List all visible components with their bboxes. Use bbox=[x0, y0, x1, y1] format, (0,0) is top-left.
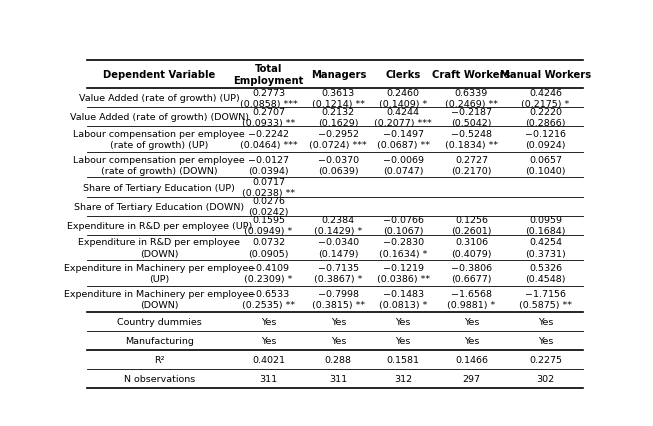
Text: 0.5326
(0.4548): 0.5326 (0.4548) bbox=[525, 264, 566, 284]
Text: 312: 312 bbox=[394, 374, 412, 383]
Text: −0.1216
(0.0924): −0.1216 (0.0924) bbox=[525, 130, 566, 150]
Text: 0.4246
(0.2175) *: 0.4246 (0.2175) * bbox=[522, 88, 569, 108]
Text: 0.0959
(0.1684): 0.0959 (0.1684) bbox=[525, 216, 566, 236]
Text: −0.6533
(0.2535) **: −0.6533 (0.2535) ** bbox=[242, 289, 295, 309]
Text: Total
Employment: Total Employment bbox=[233, 64, 304, 86]
Text: Value Added (rate of growth) (UP): Value Added (rate of growth) (UP) bbox=[79, 94, 240, 103]
Text: 0.2460
(0.1409) *: 0.2460 (0.1409) * bbox=[379, 88, 427, 108]
Text: 311: 311 bbox=[259, 374, 278, 383]
Text: Yes: Yes bbox=[261, 317, 276, 326]
Text: Expenditure in R&D per employee
(DOWN): Expenditure in R&D per employee (DOWN) bbox=[78, 238, 240, 258]
Text: 0.1581: 0.1581 bbox=[387, 355, 420, 364]
Text: −0.2242
(0.0464) ***: −0.2242 (0.0464) *** bbox=[240, 130, 297, 150]
Text: −0.1219
(0.0386) **: −0.1219 (0.0386) ** bbox=[377, 264, 430, 284]
Text: 0.4244
(0.2077) ***: 0.4244 (0.2077) *** bbox=[374, 107, 432, 127]
Text: −0.0340
(0.1479): −0.0340 (0.1479) bbox=[318, 238, 359, 258]
Text: 0.4254
(0.3731): 0.4254 (0.3731) bbox=[525, 238, 566, 258]
Text: 0.1466: 0.1466 bbox=[455, 355, 488, 364]
Text: 0.2384
(0.1429) *: 0.2384 (0.1429) * bbox=[314, 216, 362, 236]
Text: −0.2952
(0.0724) ***: −0.2952 (0.0724) *** bbox=[310, 130, 367, 150]
Text: Yes: Yes bbox=[330, 336, 346, 345]
Text: Expenditure in R&D per employee (UP): Expenditure in R&D per employee (UP) bbox=[67, 221, 252, 230]
Text: Yes: Yes bbox=[538, 336, 553, 345]
Text: −1.6568
(0.9881) *: −1.6568 (0.9881) * bbox=[447, 289, 496, 309]
Text: Yes: Yes bbox=[538, 317, 553, 326]
Text: Yes: Yes bbox=[261, 336, 276, 345]
Text: 0.3613
(0.1214) **: 0.3613 (0.1214) ** bbox=[312, 88, 365, 108]
Text: Yes: Yes bbox=[395, 336, 411, 345]
Text: Expenditure in Machinery per employee
(UP): Expenditure in Machinery per employee (U… bbox=[64, 264, 255, 284]
Text: 302: 302 bbox=[537, 374, 554, 383]
Text: 0.288: 0.288 bbox=[325, 355, 352, 364]
Text: 0.0732
(0.0905): 0.0732 (0.0905) bbox=[248, 238, 289, 258]
Text: −0.3806
(0.6677): −0.3806 (0.6677) bbox=[451, 264, 492, 284]
Text: Share of Tertiary Education (UP): Share of Tertiary Education (UP) bbox=[84, 183, 235, 192]
Text: Yes: Yes bbox=[464, 336, 479, 345]
Text: 0.2773
(0.0858) ***: 0.2773 (0.0858) *** bbox=[240, 88, 297, 108]
Text: 0.1256
(0.2601): 0.1256 (0.2601) bbox=[451, 216, 492, 236]
Text: Managers: Managers bbox=[311, 70, 366, 80]
Text: Expenditure in Machinery per employee
(DOWN): Expenditure in Machinery per employee (D… bbox=[64, 289, 255, 309]
Text: −0.5248
(0.1834) **: −0.5248 (0.1834) ** bbox=[445, 130, 498, 150]
Text: Yes: Yes bbox=[464, 317, 479, 326]
Text: Value Added (rate of growth) (DOWN): Value Added (rate of growth) (DOWN) bbox=[70, 113, 249, 122]
Text: 0.2707
(0.0933) **: 0.2707 (0.0933) ** bbox=[242, 107, 295, 127]
Text: Labour compensation per employee
(rate of growth) (UP): Labour compensation per employee (rate o… bbox=[74, 130, 246, 150]
Text: Share of Tertiary Education (DOWN): Share of Tertiary Education (DOWN) bbox=[74, 202, 244, 211]
Text: −0.1483
(0.0813) *: −0.1483 (0.0813) * bbox=[379, 289, 427, 309]
Text: 0.0717
(0.0238) **: 0.0717 (0.0238) ** bbox=[242, 178, 295, 198]
Text: Craft Workers: Craft Workers bbox=[432, 70, 511, 80]
Text: Clerks: Clerks bbox=[385, 70, 421, 80]
Text: Dependent Variable: Dependent Variable bbox=[103, 70, 215, 80]
Text: −0.7998
(0.3815) **: −0.7998 (0.3815) ** bbox=[311, 289, 365, 309]
Text: −0.0127
(0.0394): −0.0127 (0.0394) bbox=[248, 155, 289, 175]
Text: 0.2132
(0.1629): 0.2132 (0.1629) bbox=[318, 107, 358, 127]
Text: Manufacturing: Manufacturing bbox=[125, 336, 194, 345]
Text: −0.7135
(0.3867) *: −0.7135 (0.3867) * bbox=[314, 264, 362, 284]
Text: −0.0370
(0.0639): −0.0370 (0.0639) bbox=[318, 155, 359, 175]
Text: N observations: N observations bbox=[124, 374, 195, 383]
Text: 0.0657
(0.1040): 0.0657 (0.1040) bbox=[525, 155, 566, 175]
Text: 0.1595
(0.0949) *: 0.1595 (0.0949) * bbox=[244, 216, 293, 236]
Text: R²: R² bbox=[154, 355, 165, 364]
Text: −0.0766
(0.1067): −0.0766 (0.1067) bbox=[383, 216, 424, 236]
Text: Labour compensation per employee
(rate of growth) (DOWN): Labour compensation per employee (rate o… bbox=[74, 155, 246, 175]
Text: 0.3106
(0.4079): 0.3106 (0.4079) bbox=[451, 238, 492, 258]
Text: 311: 311 bbox=[329, 374, 347, 383]
Text: 0.0276
(0.0242): 0.0276 (0.0242) bbox=[248, 196, 289, 217]
Text: 0.2727
(0.2170): 0.2727 (0.2170) bbox=[451, 155, 492, 175]
Text: −0.2187
(0.5042): −0.2187 (0.5042) bbox=[451, 107, 492, 127]
Text: −0.1497
(0.0687) **: −0.1497 (0.0687) ** bbox=[377, 130, 430, 150]
Text: Manual Workers: Manual Workers bbox=[500, 70, 591, 80]
Text: −0.2830
(0.1634) *: −0.2830 (0.1634) * bbox=[379, 238, 427, 258]
Text: −0.4109
(0.2309) *: −0.4109 (0.2309) * bbox=[244, 264, 293, 284]
Text: 297: 297 bbox=[462, 374, 481, 383]
Text: 0.2275: 0.2275 bbox=[529, 355, 562, 364]
Text: Country dummies: Country dummies bbox=[117, 317, 202, 326]
Text: 0.2220
(0.2866): 0.2220 (0.2866) bbox=[525, 107, 566, 127]
Text: Yes: Yes bbox=[330, 317, 346, 326]
Text: Yes: Yes bbox=[395, 317, 411, 326]
Text: −1.7156
(0.5875) **: −1.7156 (0.5875) ** bbox=[519, 289, 572, 309]
Text: −0.0069
(0.0747): −0.0069 (0.0747) bbox=[383, 155, 424, 175]
Text: 0.6339
(0.2469) **: 0.6339 (0.2469) ** bbox=[445, 88, 498, 108]
Text: 0.4021: 0.4021 bbox=[252, 355, 285, 364]
